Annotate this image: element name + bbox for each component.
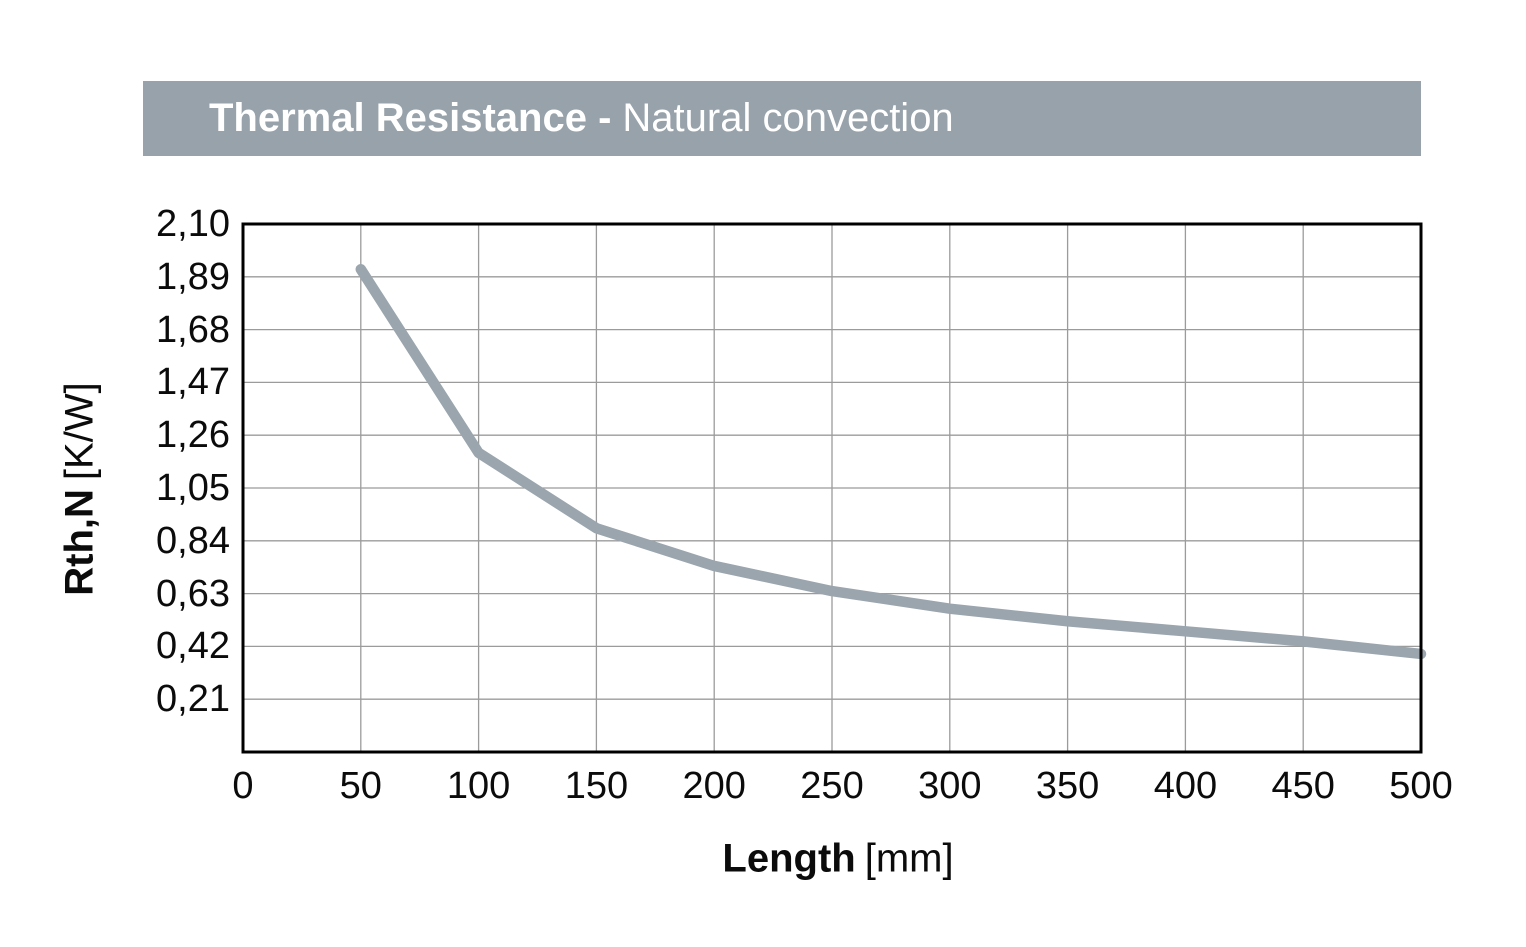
plot-frame — [241, 222, 1423, 754]
y-tick-label: 0,42 — [156, 625, 230, 668]
x-tick-label: 50 — [339, 765, 382, 807]
chart-title-main: Thermal Resistance - — [209, 96, 612, 140]
y-tick-label: 1,89 — [156, 255, 230, 298]
data-line-rthn — [355, 264, 1427, 660]
x-tick-label: 500 — [1389, 765, 1453, 807]
x-tick-label: 300 — [918, 765, 982, 807]
y-tick-label: 0,21 — [156, 678, 230, 721]
x-tick-label: 100 — [446, 765, 511, 807]
x-axis-title-unit: [mm] — [864, 836, 954, 881]
y-tick-label: 1,26 — [156, 414, 230, 457]
y-axis-title: Rth,N [K/W] — [58, 382, 103, 595]
y-tick-label: 1,05 — [156, 467, 230, 509]
x-tick-label: 0 — [232, 765, 254, 807]
x-axis-title: Length [mm] — [722, 837, 953, 882]
x-tick-label: 200 — [682, 765, 746, 807]
y-tick-label: 0,84 — [156, 519, 230, 562]
x-axis-title-word: Length — [722, 836, 856, 881]
x-tick-label: 400 — [1153, 765, 1218, 807]
chart-title-bar: Thermal Resistance - Natural convection — [143, 81, 1421, 156]
chart-title-sub: Natural convection — [622, 96, 954, 140]
y-tick-label: 2,10 — [156, 203, 230, 245]
x-tick-label: 450 — [1271, 765, 1335, 807]
x-tick-label: 150 — [564, 765, 629, 807]
y-tick-label: 1,47 — [156, 361, 230, 404]
x-tick-label: 350 — [1035, 765, 1100, 807]
x-tick-label: 250 — [800, 765, 864, 807]
y-axis-title-unit: [K/W] — [57, 382, 102, 481]
y-tick-label: 0,63 — [156, 572, 230, 615]
y-axis-title-symbol: Rth,N — [57, 489, 102, 596]
y-tick-label: 1,68 — [156, 308, 230, 351]
